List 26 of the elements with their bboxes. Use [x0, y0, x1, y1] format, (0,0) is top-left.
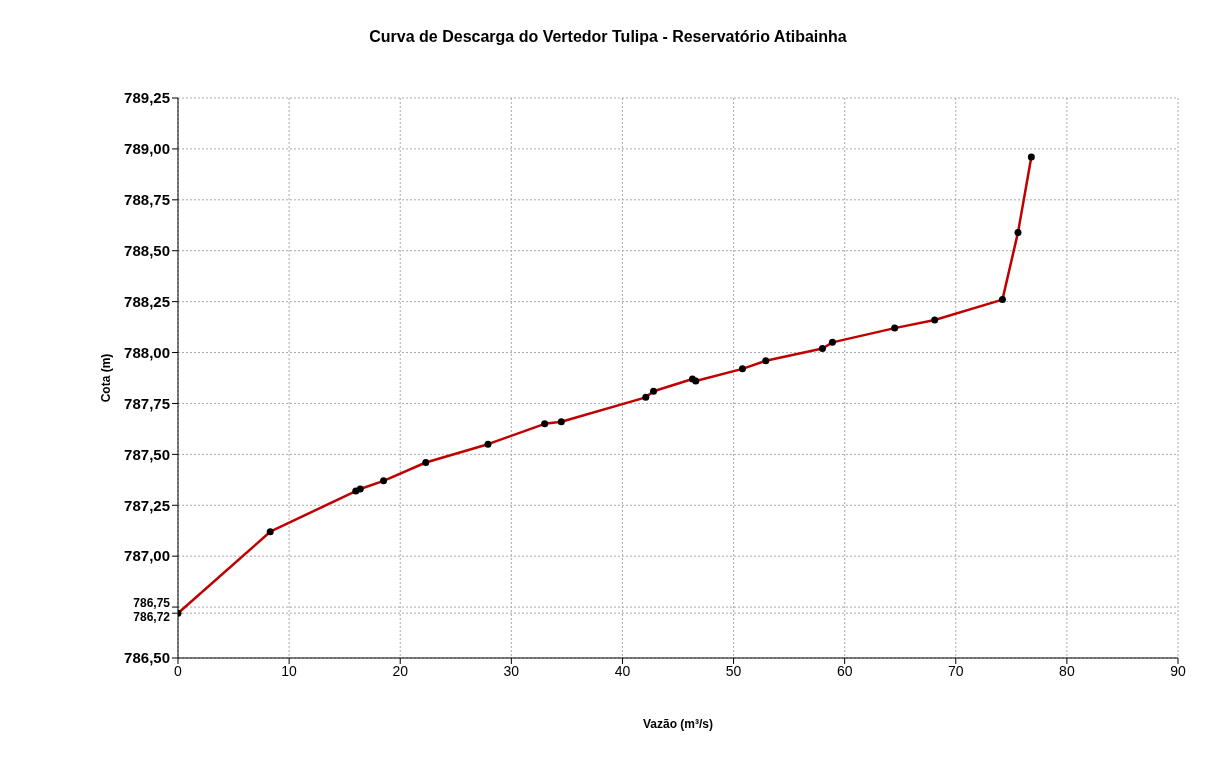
x-axis-title: Vazão (m³/s): [642, 717, 714, 731]
x-tick-label: 60: [836, 662, 853, 679]
x-tick-label: 0: [174, 662, 183, 679]
x-tick-label: 20: [392, 662, 409, 679]
y-axis-title: Cota (m): [99, 353, 114, 403]
y-tick-label: 788,50: [124, 241, 170, 259]
y-tick-label: 789,25: [124, 89, 170, 107]
x-tick-label: 40: [614, 662, 631, 679]
x-tick-label: 10: [281, 662, 298, 679]
y-tick-label: 786,75: [133, 596, 171, 611]
y-tick-label: 787,50: [124, 445, 170, 463]
y-tick-label: 788,75: [124, 191, 170, 209]
x-tick-label: 50: [725, 662, 742, 679]
x-tick-label: 30: [503, 662, 520, 679]
y-tick-label: 786,72: [133, 610, 171, 625]
x-tick-label: 70: [947, 662, 964, 679]
y-tick-label: 789,00: [124, 140, 170, 158]
y-tick-label: 787,00: [124, 547, 170, 565]
chart-title: Curva de Descarga do Vertedor Tulipa - Reservatório Atibainha: [368, 28, 848, 46]
x-tick-label: 80: [1059, 662, 1075, 679]
x-tick-label: 90: [1170, 662, 1186, 679]
y-tick-label: 788,00: [124, 343, 170, 361]
y-tick-label: 788,25: [124, 292, 170, 310]
y-tick-label: 787,25: [124, 496, 170, 514]
y-tick-label: 787,75: [124, 394, 170, 412]
y-tick-label: 786,50: [124, 649, 170, 667]
